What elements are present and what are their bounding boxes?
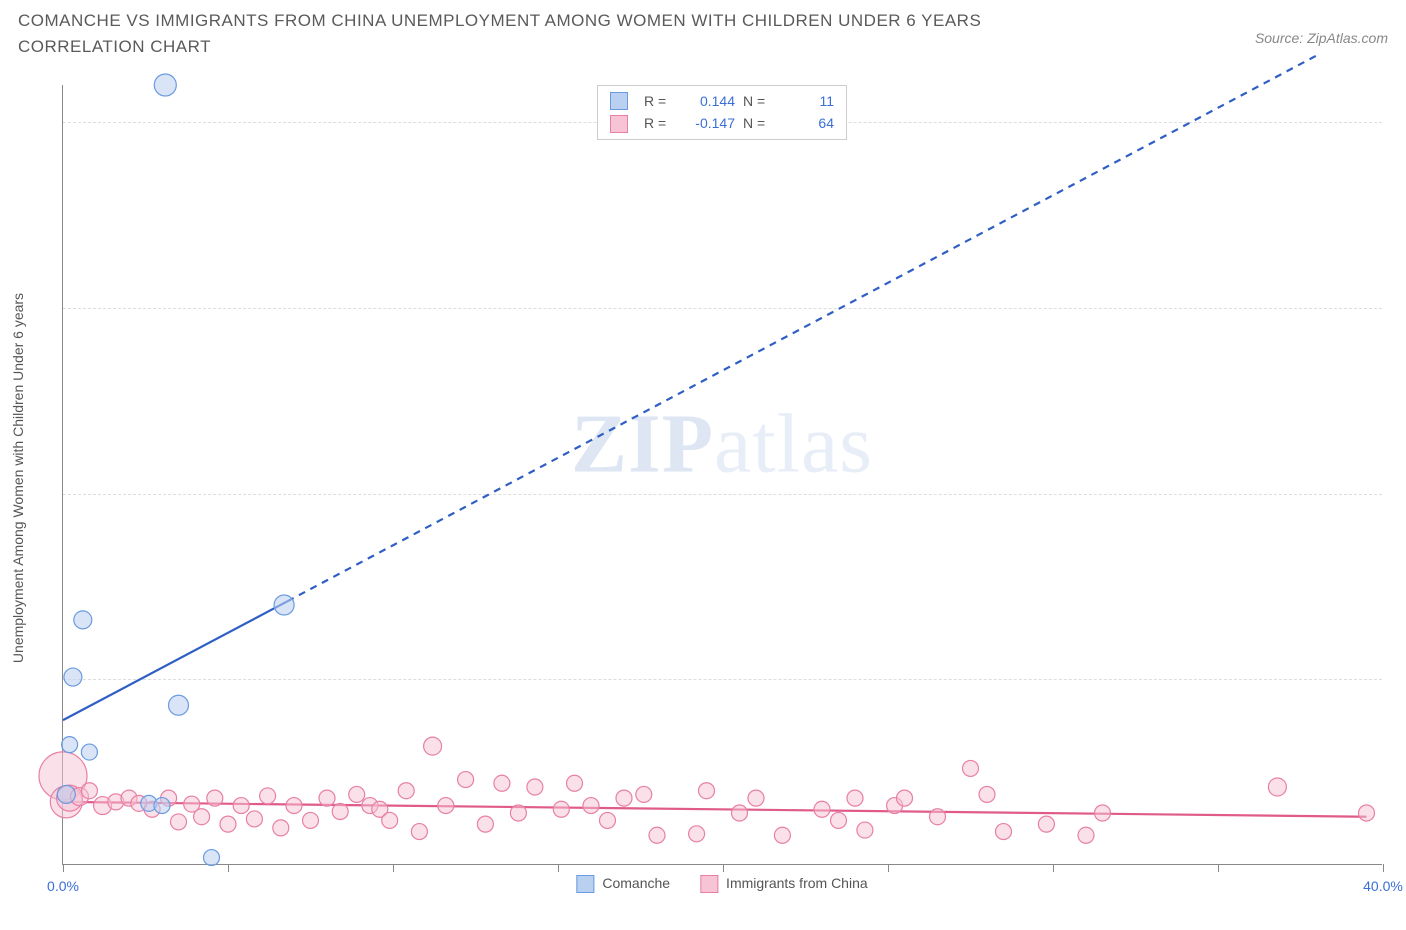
legend-r-label: R = [644, 90, 672, 112]
data-point [1095, 805, 1111, 821]
legend-n-value: 11 [779, 90, 834, 112]
data-point [847, 790, 863, 806]
y-axis-label: Unemployment Among Women with Children U… [10, 293, 26, 663]
x-tick [1218, 864, 1219, 872]
data-point [553, 801, 569, 817]
correlation-legend: R = 0.144 N = 11 R = -0.147 N = 64 [597, 85, 847, 140]
data-point [57, 785, 75, 803]
x-tick [723, 864, 724, 872]
data-point [286, 798, 302, 814]
x-tick [1383, 864, 1384, 872]
data-point [527, 779, 543, 795]
data-point [349, 786, 365, 802]
plot-svg [63, 85, 1382, 864]
chart-title: COMANCHE VS IMMIGRANTS FROM CHINA UNEMPL… [18, 8, 1108, 59]
chart-area: R =0.144N =11R =-0.147N =64 ZIPatlas 25.… [62, 85, 1382, 865]
data-point [74, 611, 92, 629]
x-tick [888, 864, 889, 872]
data-point [689, 826, 705, 842]
data-point [424, 737, 442, 755]
data-point [699, 783, 715, 799]
x-tick [63, 864, 64, 872]
legend-n-label: N = [743, 90, 771, 112]
data-point [62, 737, 78, 753]
data-point [220, 816, 236, 832]
data-point [1038, 816, 1054, 832]
data-point [398, 783, 414, 799]
legend-n-value: 64 [779, 112, 834, 134]
x-tick [558, 864, 559, 872]
data-point [494, 775, 510, 791]
legend-item: Immigrants from China [700, 875, 868, 893]
x-tick [393, 864, 394, 872]
data-point [273, 820, 289, 836]
data-point [154, 74, 176, 96]
data-point [732, 805, 748, 821]
data-point [996, 824, 1012, 840]
data-point [438, 798, 454, 814]
legend-item: Comanche [576, 875, 670, 893]
legend-r-label: R = [644, 112, 672, 134]
legend-swatch-icon [576, 875, 594, 893]
data-point [207, 790, 223, 806]
chart-source: Source: ZipAtlas.com [1255, 30, 1388, 46]
legend-r-value: 0.144 [680, 90, 735, 112]
legend-r-value: -0.147 [680, 112, 735, 134]
data-point [274, 595, 294, 615]
data-point [477, 816, 493, 832]
data-point [583, 798, 599, 814]
data-point [616, 790, 632, 806]
data-point [600, 812, 616, 828]
data-point [1078, 827, 1094, 843]
x-tick-label: 0.0% [47, 878, 79, 894]
data-point [458, 772, 474, 788]
legend-swatch-icon [700, 875, 718, 893]
data-point [194, 809, 210, 825]
data-point [979, 786, 995, 802]
data-point [81, 783, 97, 799]
data-point [260, 788, 276, 804]
data-point [233, 798, 249, 814]
data-point [81, 744, 97, 760]
data-point [171, 814, 187, 830]
data-point [857, 822, 873, 838]
data-point [169, 695, 189, 715]
data-point [897, 790, 913, 806]
data-point [649, 827, 665, 843]
legend-swatch-icon [610, 92, 628, 110]
series-legend: Comanche Immigrants from China [576, 875, 867, 893]
data-point [64, 668, 82, 686]
legend-row: R = -0.147 N = 64 [610, 112, 834, 134]
data-point [963, 760, 979, 776]
data-point [332, 804, 348, 820]
data-point [636, 786, 652, 802]
data-point [748, 790, 764, 806]
data-point [204, 850, 220, 866]
legend-item-label: Comanche [602, 875, 670, 891]
data-point [1268, 778, 1286, 796]
x-tick-label: 40.0% [1363, 878, 1403, 894]
x-tick [228, 864, 229, 872]
data-point [1359, 805, 1375, 821]
plot-region: 25.0%50.0%75.0%100.0%0.0%40.0% [62, 85, 1382, 865]
data-point [246, 811, 262, 827]
data-point [930, 809, 946, 825]
legend-row: R = 0.144 N = 11 [610, 90, 834, 112]
data-point [319, 790, 335, 806]
data-point [154, 798, 170, 814]
data-point [510, 805, 526, 821]
legend-item-label: Immigrants from China [726, 875, 868, 891]
data-point [303, 812, 319, 828]
data-point [567, 775, 583, 791]
data-point [382, 812, 398, 828]
data-point [411, 824, 427, 840]
x-tick [1053, 864, 1054, 872]
data-point [774, 827, 790, 843]
data-point [831, 812, 847, 828]
legend-n-label: N = [743, 112, 771, 134]
data-point [814, 801, 830, 817]
legend-swatch-icon [610, 115, 628, 133]
